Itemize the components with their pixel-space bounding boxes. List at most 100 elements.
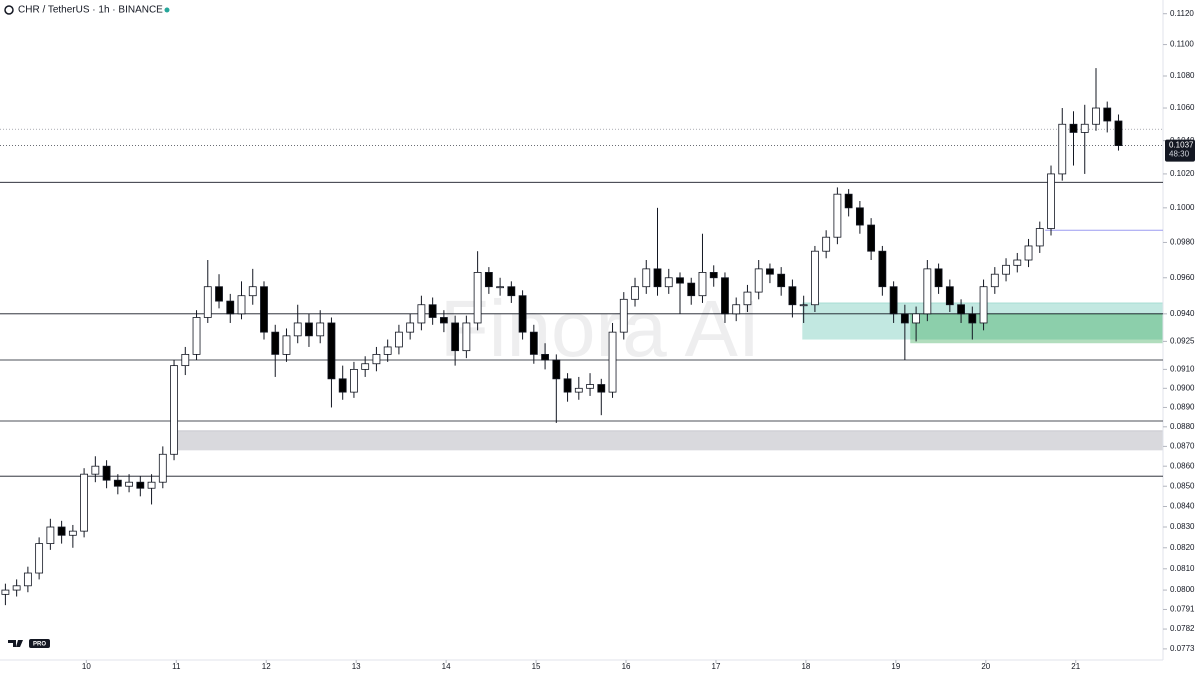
zone xyxy=(175,430,1164,451)
price-label-bg xyxy=(1165,139,1195,162)
x-tick-label: 18 xyxy=(801,662,810,671)
candle-body xyxy=(867,224,876,252)
candle-body xyxy=(878,250,887,288)
y-tick-label: 0.0850 xyxy=(1170,481,1195,490)
candle-body xyxy=(113,479,122,487)
candle-body xyxy=(1002,264,1010,275)
x-tick-label: 10 xyxy=(82,662,91,671)
y-tick-label: 0.0890 xyxy=(1170,403,1195,412)
candle-body xyxy=(687,282,696,297)
candle-body xyxy=(136,481,145,489)
candle-body xyxy=(1013,259,1022,266)
candle-body xyxy=(945,286,954,306)
candle-body xyxy=(664,277,673,288)
y-tick-label: 0.0810 xyxy=(1170,564,1195,573)
y-tick-label: 0.0791 xyxy=(1170,605,1195,614)
candle-body xyxy=(383,346,392,355)
y-tick-label: 0.0840 xyxy=(1170,502,1195,511)
candle-body xyxy=(496,286,504,289)
candle-body xyxy=(170,365,178,455)
candle-body xyxy=(226,300,235,315)
status-dot xyxy=(164,7,170,13)
candle-body xyxy=(766,268,774,275)
candle-body xyxy=(923,268,932,315)
x-tick-label: 15 xyxy=(532,662,541,671)
candle-body xyxy=(293,322,302,337)
candle-body xyxy=(237,295,246,315)
y-tick-label: 0.1000 xyxy=(1170,203,1195,212)
candle-body xyxy=(158,453,167,483)
y-tick-label: 0.1020 xyxy=(1170,169,1195,178)
y-tick-label: 0.0925 xyxy=(1170,336,1195,345)
candle-body xyxy=(1,589,10,595)
candle-body xyxy=(462,322,471,352)
candle-body xyxy=(518,295,527,333)
candle-body xyxy=(1114,120,1123,147)
chart-title: CHR / TetherUS · 1h · BINANCE xyxy=(18,5,163,16)
y-tick-label: 0.0900 xyxy=(1170,383,1195,392)
candle-body xyxy=(203,286,212,318)
candle-body xyxy=(788,286,797,306)
candle-body xyxy=(1103,107,1112,122)
y-tick-label: 0.1100 xyxy=(1170,40,1194,49)
y-tick-label: 0.0960 xyxy=(1170,273,1195,282)
candle-body xyxy=(777,273,786,288)
candle-body xyxy=(395,331,403,348)
candle-body xyxy=(181,353,190,367)
candle-body xyxy=(417,304,426,324)
tv-logo xyxy=(8,640,23,647)
x-tick-label: 21 xyxy=(1071,662,1080,671)
candle-body xyxy=(12,585,21,591)
candle-body xyxy=(102,465,111,481)
x-tick-label: 13 xyxy=(352,662,361,671)
countdown: 48:30 xyxy=(1169,150,1190,159)
y-tick-label: 0.0940 xyxy=(1170,309,1195,318)
candle-body xyxy=(732,304,741,315)
candle-body xyxy=(57,526,66,536)
candle-body xyxy=(1058,123,1067,175)
candle-body xyxy=(754,268,763,293)
x-tick-label: 17 xyxy=(712,662,721,671)
candle-body xyxy=(698,272,707,297)
y-tick-label: 0.0910 xyxy=(1170,364,1195,373)
y-tick-label: 0.0773 xyxy=(1170,644,1195,653)
price-label: 0.1037 xyxy=(1169,141,1194,150)
candle-body xyxy=(46,526,55,545)
badge-bg xyxy=(29,639,50,648)
badge: PRO xyxy=(33,642,46,648)
candle-body xyxy=(361,363,370,370)
candle-body xyxy=(1024,245,1033,261)
candle-body xyxy=(1080,123,1089,133)
candle-body xyxy=(608,331,617,393)
candle-body xyxy=(282,335,291,355)
symbol-icon xyxy=(4,5,14,15)
candle-body xyxy=(338,378,347,393)
candle-body xyxy=(653,268,662,288)
candle-body xyxy=(743,291,752,306)
y-tick-label: 0.0870 xyxy=(1170,441,1195,450)
candle-body xyxy=(439,317,448,324)
candle-body xyxy=(1092,107,1100,125)
candle-body xyxy=(811,250,819,306)
candle-body xyxy=(23,572,32,587)
candle-body xyxy=(968,313,977,324)
candle-body xyxy=(327,322,336,380)
candle-body xyxy=(721,277,729,315)
y-tick-label: 0.1120 xyxy=(1170,9,1194,18)
x-tick-label: 19 xyxy=(891,662,900,671)
candle-body xyxy=(91,465,100,475)
candle-body xyxy=(406,322,415,333)
candle-body xyxy=(1047,173,1055,229)
y-tick-label: 0.0860 xyxy=(1170,461,1195,470)
candle-body xyxy=(35,543,44,574)
candle-body xyxy=(552,359,561,380)
y-tick-label: 0.0880 xyxy=(1170,422,1195,431)
candle-body xyxy=(619,298,628,333)
candle-body xyxy=(574,387,583,393)
candle-body xyxy=(676,277,684,284)
candle-body xyxy=(642,268,651,288)
candle-body xyxy=(563,378,572,393)
candle-body xyxy=(507,286,516,297)
candle-body xyxy=(900,313,909,324)
candle-body xyxy=(844,193,853,209)
